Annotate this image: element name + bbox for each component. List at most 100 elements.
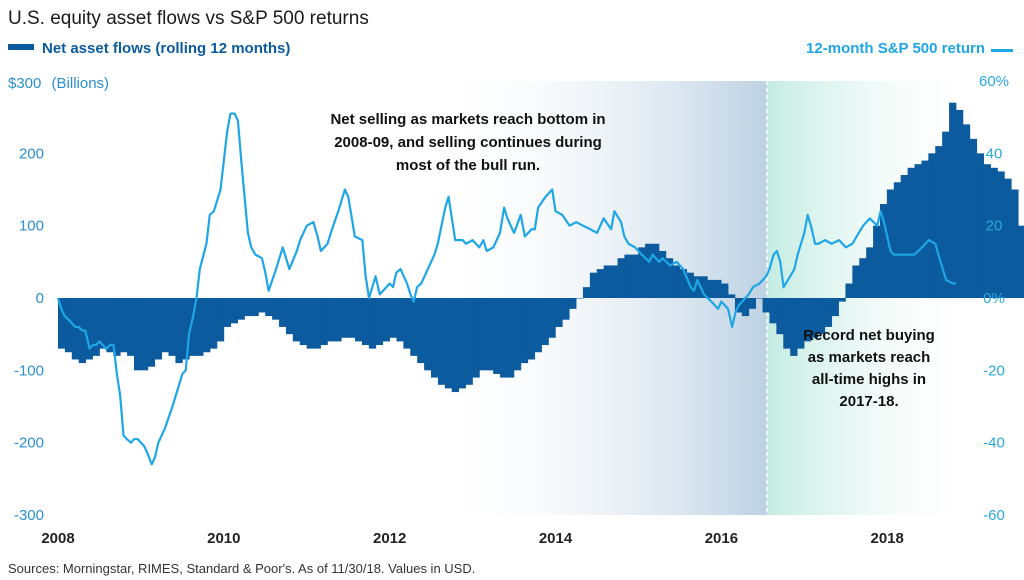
right-tick-label: 20 xyxy=(986,218,1003,235)
flow-bar xyxy=(127,298,135,356)
annotation-buying: Record net buying as markets reach all-tim… xyxy=(803,327,935,410)
left-tick-label: 0 xyxy=(36,290,44,307)
right-tick-label: -20 xyxy=(983,362,1005,379)
left-axis: -300 -200 -100 0 100 200 xyxy=(14,145,44,524)
flow-bar xyxy=(962,124,971,299)
flow-bar xyxy=(106,298,114,353)
flow-bar xyxy=(783,298,791,349)
flow-bar xyxy=(797,298,805,349)
annotation-line: Record net buying xyxy=(803,327,935,344)
right-tick-label: 60% xyxy=(979,73,1009,90)
legend-bar-swatch xyxy=(8,44,34,50)
flow-bar xyxy=(907,167,915,298)
flow-bar xyxy=(292,298,301,342)
flow-bar xyxy=(168,298,176,356)
flow-bar xyxy=(942,131,950,298)
flow-bar xyxy=(617,258,625,298)
flow-bar xyxy=(113,298,121,356)
annotation-selling: Net selling as markets reach bottom in 20… xyxy=(330,111,605,174)
flow-bar xyxy=(679,269,687,298)
flow-bar xyxy=(99,298,107,349)
flow-bar xyxy=(645,243,653,298)
flow-bar xyxy=(334,298,342,342)
line-series xyxy=(56,112,957,466)
flow-bar xyxy=(203,298,211,353)
flow-bar xyxy=(209,298,218,349)
flow-bar xyxy=(838,298,846,302)
flow-bar xyxy=(500,298,508,378)
flow-bar xyxy=(990,167,998,298)
flow-bar xyxy=(997,171,1005,298)
flow-bar xyxy=(424,298,432,371)
flow-bar xyxy=(576,298,584,299)
flow-bar xyxy=(879,203,888,298)
flow-bar xyxy=(133,298,142,371)
flow-bar xyxy=(223,298,232,327)
flow-bar xyxy=(873,225,881,298)
left-tick-label: -300 xyxy=(14,507,44,524)
flow-bar xyxy=(541,298,549,346)
flow-bar xyxy=(631,254,639,298)
flow-bar xyxy=(804,298,812,342)
flow-bar xyxy=(258,298,266,313)
flow-bar xyxy=(658,250,667,298)
flow-bar xyxy=(396,298,404,342)
flow-bar xyxy=(893,182,902,298)
flow-bar xyxy=(251,298,259,317)
flow-bar xyxy=(520,298,529,364)
flow-bar xyxy=(582,287,591,298)
flow-bar xyxy=(728,294,736,298)
x-axis: 2008 2010 2012 2014 2016 2018 xyxy=(41,530,904,547)
flow-bar xyxy=(672,265,681,298)
flow-bar xyxy=(569,298,577,309)
flow-bar xyxy=(693,276,701,298)
flow-bar xyxy=(444,298,453,389)
flow-bar xyxy=(721,283,729,298)
annotation-line: most of the bull run. xyxy=(396,157,540,174)
flow-bar xyxy=(548,298,556,338)
flow-bar xyxy=(1018,225,1024,298)
flow-bar xyxy=(810,298,819,338)
flow-bar xyxy=(983,164,991,298)
x-tick-label: 2012 xyxy=(373,530,406,547)
flow-bar xyxy=(161,298,169,353)
flow-bar xyxy=(900,175,909,298)
flow-bar xyxy=(707,279,715,298)
flow-bar xyxy=(279,298,287,327)
flow-bar xyxy=(652,243,660,298)
flow-bar xyxy=(403,298,411,349)
flow-bar xyxy=(935,146,943,298)
legend-line-swatch xyxy=(991,49,1013,52)
flow-bar xyxy=(824,298,833,327)
flow-bar xyxy=(714,279,722,298)
flow-bar xyxy=(776,298,784,335)
flow-bar xyxy=(914,164,922,298)
flow-bar xyxy=(92,298,100,356)
flow-bar xyxy=(306,298,314,349)
flow-bar xyxy=(230,298,238,324)
flow-bar xyxy=(976,153,984,298)
flow-bar xyxy=(216,298,225,342)
flow-bar xyxy=(154,298,163,360)
flow-bar xyxy=(700,276,708,298)
flow-bar xyxy=(189,298,197,356)
annotation-line: Net selling as markets reach bottom in xyxy=(330,111,605,128)
x-tick-label: 2014 xyxy=(539,530,573,547)
left-axis-top-value: $300 xyxy=(8,75,41,92)
flow-bar xyxy=(368,298,377,349)
chart-title: U.S. equity asset flows vs S&P 500 retur… xyxy=(8,8,369,29)
flow-bar xyxy=(562,298,570,320)
flow-bar xyxy=(755,298,763,299)
flow-bar xyxy=(85,298,93,360)
right-tick-label: 40 xyxy=(986,145,1003,162)
flow-bar xyxy=(741,298,750,317)
left-tick-label: -200 xyxy=(14,435,44,452)
flow-bar xyxy=(969,138,978,298)
flow-bar xyxy=(431,298,439,378)
flow-bar xyxy=(596,269,605,298)
right-tick-label: -60 xyxy=(983,507,1005,524)
flow-bar xyxy=(458,298,466,389)
flow-bar xyxy=(272,298,280,320)
flow-bar xyxy=(327,298,335,342)
